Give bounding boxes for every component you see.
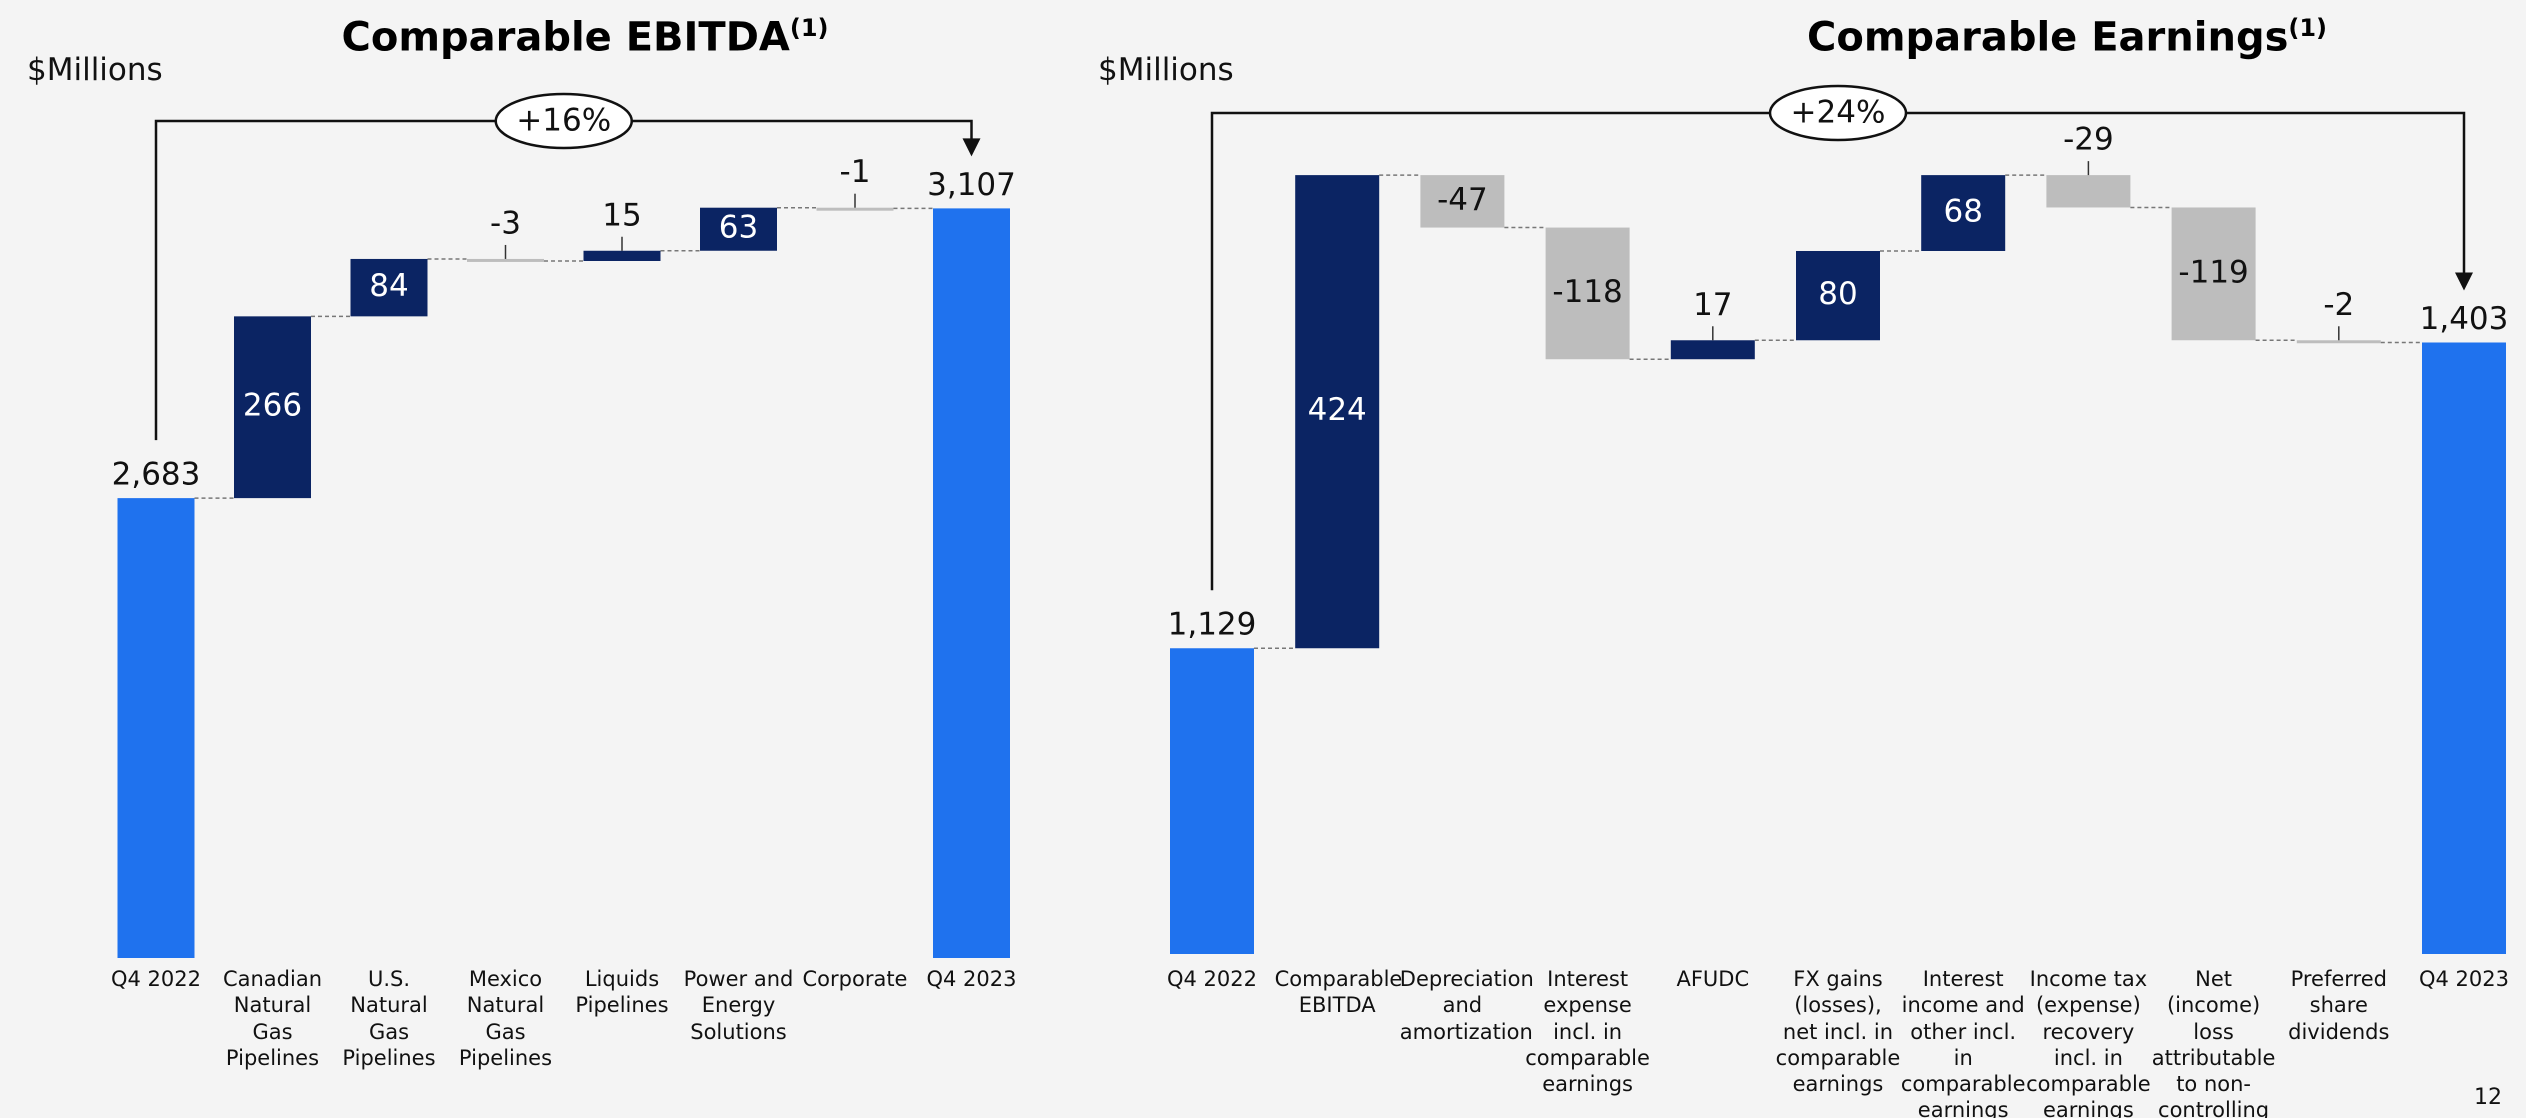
value-label: 424 [1308, 392, 1367, 428]
value-label: 1,129 [1168, 607, 1257, 643]
category-label: Mexico Natural Gas Pipelines [458, 967, 553, 1070]
value-label: 80 [1818, 276, 1857, 312]
value-label: 3,107 [927, 167, 1016, 203]
annotation-oval [494, 92, 633, 150]
bar [700, 207, 777, 251]
category-label: Q4 2023 [926, 967, 1017, 991]
category-label: Liquids Pipelines [575, 967, 669, 1018]
value-label: -1 [840, 154, 871, 190]
bar [2046, 175, 2131, 208]
category-label: Interest expense incl. in comparable ear… [1525, 967, 1650, 1096]
bar [2171, 207, 2256, 341]
bar [2422, 342, 2506, 955]
value-label: -119 [2178, 254, 2248, 290]
category-label: Comparable EBITDA [1274, 967, 1403, 1018]
category-label: Net (income) loss attributable to non-co… [2151, 967, 2276, 1118]
category-label: Interest income and other incl. in compa… [1900, 967, 2026, 1118]
category-label: Power and Energy Solutions [683, 967, 794, 1044]
category-label: Canadian Natural Gas Pipelines [222, 967, 323, 1070]
bar [583, 250, 661, 261]
category-label: FX gains (losses), net incl. in comparab… [1775, 967, 1901, 1096]
value-label: -47 [1437, 182, 1488, 218]
value-label: 68 [1943, 194, 1982, 230]
bar [1796, 250, 1880, 341]
chart-title: Comparable EBITDA(1) [341, 14, 828, 60]
value-label: 15 [602, 197, 641, 233]
bar [467, 258, 544, 262]
value-label: 84 [369, 268, 408, 304]
category-label: Q4 2022 [110, 967, 201, 991]
category-label: Corporate [802, 967, 908, 991]
category-label: Depreciation and amortization [1399, 967, 1534, 1044]
bar [1670, 340, 1755, 360]
bar [1420, 175, 1505, 228]
title-note: (1) [2288, 14, 2328, 42]
annotation: +16% [516, 103, 611, 139]
title-text: Comparable EBITDA [341, 14, 790, 61]
category-label: Q4 2022 [1166, 967, 1257, 991]
category-label: Preferred share dividends [2288, 967, 2390, 1044]
value-label: -118 [1552, 274, 1622, 310]
bar [1295, 175, 1380, 649]
unit-label: $Millions [1098, 52, 1234, 88]
bar [234, 316, 311, 499]
value-label: -29 [2063, 122, 2114, 158]
unit-label: $Millions [27, 52, 163, 88]
bar [933, 208, 1010, 959]
category-label: Q4 2023 [2418, 967, 2509, 991]
bar [117, 498, 195, 958]
bar [350, 258, 428, 317]
title-text: Comparable Earnings [1806, 14, 2289, 61]
category-label: AFUDC [1676, 967, 1750, 991]
bar [2296, 340, 2381, 344]
annotation-oval [1768, 84, 1908, 142]
page-number: 12 [2474, 1085, 2502, 1110]
value-label: 17 [1693, 287, 1732, 323]
bar [1921, 175, 2006, 251]
value-label: -2 [2323, 287, 2354, 323]
bar [816, 207, 894, 211]
category-label: Income tax (expense) recovery incl. in c… [2026, 967, 2151, 1118]
category-label: U.S. Natural Gas Pipelines [342, 967, 436, 1070]
arrow-head [962, 138, 981, 157]
bar [1545, 227, 1630, 360]
bar [1170, 648, 1254, 954]
value-label: -3 [490, 205, 521, 241]
title-note: (1) [789, 14, 829, 42]
bracket [1210, 111, 2466, 591]
value-label: 2,683 [112, 457, 201, 493]
value-label: 63 [719, 210, 758, 246]
chart-title: Comparable Earnings(1) [1807, 14, 2327, 60]
value-label: 1,403 [2420, 301, 2509, 337]
arrow-head [2455, 272, 2473, 291]
value-label: 266 [243, 388, 302, 424]
annotation: +24% [1791, 95, 1886, 131]
